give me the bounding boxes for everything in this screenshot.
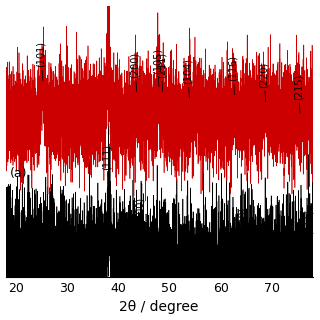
Text: (101): (101): [36, 41, 46, 81]
Text: (111): (111): [102, 144, 112, 187]
Text: (b): (b): [10, 85, 27, 99]
Text: (211): (211): [156, 52, 166, 92]
Text: (200): (200): [130, 52, 140, 92]
Text: (311): (311): [304, 209, 314, 252]
Text: (220): (220): [259, 62, 269, 102]
Text: (220): (220): [238, 206, 248, 250]
Text: (215): (215): [293, 74, 303, 113]
Text: (104): (104): [183, 59, 193, 98]
Text: (200): (200): [134, 197, 144, 240]
Text: (116): (116): [228, 55, 238, 95]
Text: (105): (105): [152, 47, 162, 87]
Text: (a): (a): [10, 167, 27, 180]
X-axis label: 2θ / degree: 2θ / degree: [119, 300, 199, 315]
